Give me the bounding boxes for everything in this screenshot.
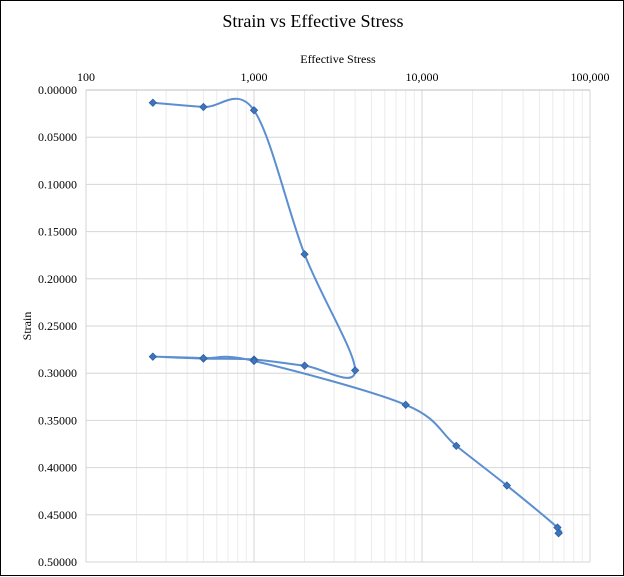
y-tick-label: 0.25000 — [38, 319, 77, 333]
y-tick-label: 0.20000 — [38, 272, 77, 286]
x-axis-title: Effective Stress — [300, 52, 376, 66]
x-tick-label: 100 — [77, 70, 95, 84]
y-tick-label: 0.45000 — [38, 508, 77, 522]
series-line — [151, 97, 563, 535]
tick-layer: 100 1,000 10,000 100,000 0.00000 0.05000 0.100… — [38, 70, 610, 569]
data-point-marker — [300, 361, 309, 370]
y-tick-label: 0.30000 — [38, 366, 77, 380]
grid-layer — [85, 89, 591, 563]
y-tick-label: 0.05000 — [38, 130, 77, 144]
data-point-marker — [199, 102, 208, 112]
data-point-marker — [249, 356, 259, 366]
y-tick-label: 0.10000 — [38, 177, 77, 191]
y-axis-title: Strain — [20, 312, 34, 341]
y-tick-label: 0.15000 — [38, 225, 77, 239]
data-point-marker — [148, 98, 158, 107]
y-tick-label: 0.50000 — [38, 555, 77, 569]
x-tick-label: 10,000 — [406, 70, 439, 84]
y-tick-label: 0.00000 — [38, 83, 77, 97]
data-point-marker — [148, 352, 158, 361]
data-point-marker — [350, 366, 360, 375]
data-point-marker — [401, 400, 410, 409]
data-point-marker — [452, 441, 461, 451]
series-layer — [148, 97, 563, 538]
data-point-marker — [199, 353, 208, 363]
data-point-marker — [249, 106, 259, 115]
y-tick-label: 0.40000 — [38, 461, 77, 475]
data-point-marker — [554, 529, 563, 538]
y-tick-label: 0.35000 — [38, 413, 77, 427]
chart-title: Strain vs Effective Stress — [222, 11, 403, 31]
x-tick-label: 1,000 — [241, 70, 268, 84]
data-point-marker — [300, 250, 309, 259]
data-point-marker — [502, 481, 512, 490]
x-tick-label: 100,000 — [571, 70, 610, 84]
